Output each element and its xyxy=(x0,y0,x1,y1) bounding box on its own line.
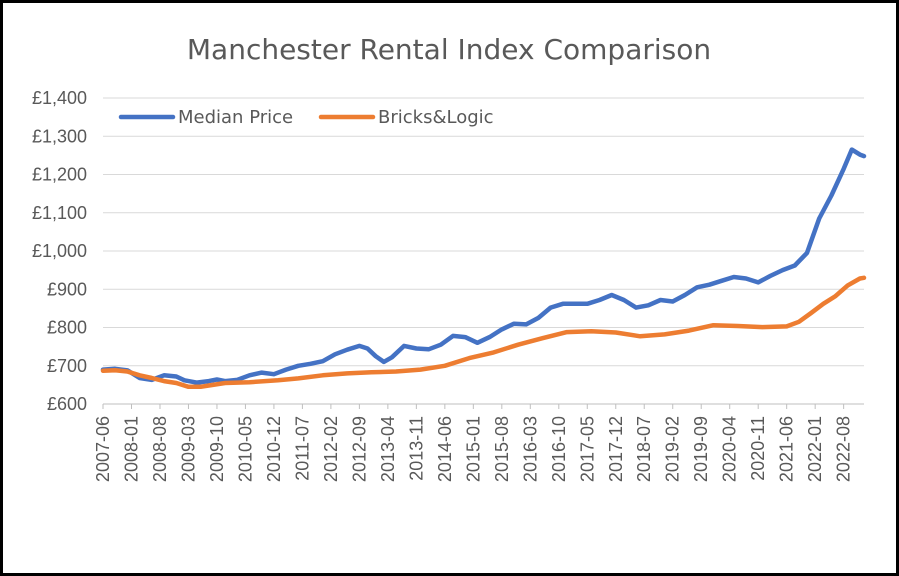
x-tick-label: 2008-01 xyxy=(121,416,141,482)
x-tick-label: 2012-02 xyxy=(321,416,341,482)
y-tick-label: £1,000 xyxy=(32,241,87,261)
x-tick-label: 2015-08 xyxy=(492,416,512,482)
y-tick-label: £600 xyxy=(47,394,87,414)
series-lines xyxy=(100,147,867,390)
gridlines xyxy=(103,97,864,367)
y-tick-label: £800 xyxy=(47,318,87,338)
x-tick-label: 2017-05 xyxy=(577,416,597,482)
x-axis xyxy=(102,403,864,409)
x-tick-label: 2010-05 xyxy=(235,416,255,482)
x-axis-tick-labels: 2007-06 2008-01 2008-08 2009-03 2009-10 2010-… xyxy=(93,416,854,482)
x-tick-label: 2022-08 xyxy=(834,416,854,482)
line-chart: Manchester Rental Index Comparison £600£… xyxy=(32,33,867,482)
x-tick-label: 2019-02 xyxy=(663,416,683,482)
x-tick-label: 2017-12 xyxy=(606,416,626,482)
x-tick-label: 2014-06 xyxy=(435,416,455,482)
series-line-0 xyxy=(100,147,867,385)
x-tick-label: 2007-06 xyxy=(93,416,113,482)
y-tick-label: £1,200 xyxy=(32,165,87,185)
legend: Median Price Bricks&Logic xyxy=(118,107,494,128)
y-tick-label: £700 xyxy=(47,356,87,376)
x-tick-label: 2012-09 xyxy=(349,416,369,482)
y-tick-label: £900 xyxy=(47,279,87,299)
y-axis-tick-labels: £600 £700 £800 £900 £1,000 £1,100 £1,200 £1,300… xyxy=(32,88,87,414)
y-tick-label: £1,300 xyxy=(32,126,87,146)
x-tick-label: 2018-07 xyxy=(634,416,654,482)
legend-label: Median Price xyxy=(178,107,293,128)
chart-frame: Manchester Rental Index Comparison £600 £… xyxy=(3,3,896,573)
x-tick-label: 2008-08 xyxy=(150,416,170,482)
x-tick-label: 2015-01 xyxy=(463,416,483,482)
x-tick-label: 2010-12 xyxy=(264,416,284,482)
y-tick-label: £1,400 xyxy=(32,88,87,108)
x-tick-label: 2016-10 xyxy=(549,416,569,482)
x-tick-label: 2009-10 xyxy=(207,416,227,482)
series-line-1 xyxy=(100,275,867,390)
x-tick-label: 2020-11 xyxy=(748,416,768,481)
x-tick-label: 2009-03 xyxy=(178,416,198,482)
legend-label: Bricks&Logic xyxy=(378,107,494,128)
x-tick-label: 2013-04 xyxy=(378,416,398,482)
x-tick-label: 2021-06 xyxy=(777,416,797,482)
x-tick-label: 2013-11 xyxy=(406,416,426,481)
x-tick-label: 2020-04 xyxy=(720,416,740,482)
x-tick-label: 2019-09 xyxy=(691,416,711,482)
x-tick-label: 2011-07 xyxy=(292,416,312,481)
chart-title: Manchester Rental Index Comparison xyxy=(187,33,711,66)
x-tick-label: 2022-01 xyxy=(805,416,825,482)
y-tick-label: £1,100 xyxy=(32,203,87,223)
x-tick-label: 2016-03 xyxy=(520,416,540,482)
